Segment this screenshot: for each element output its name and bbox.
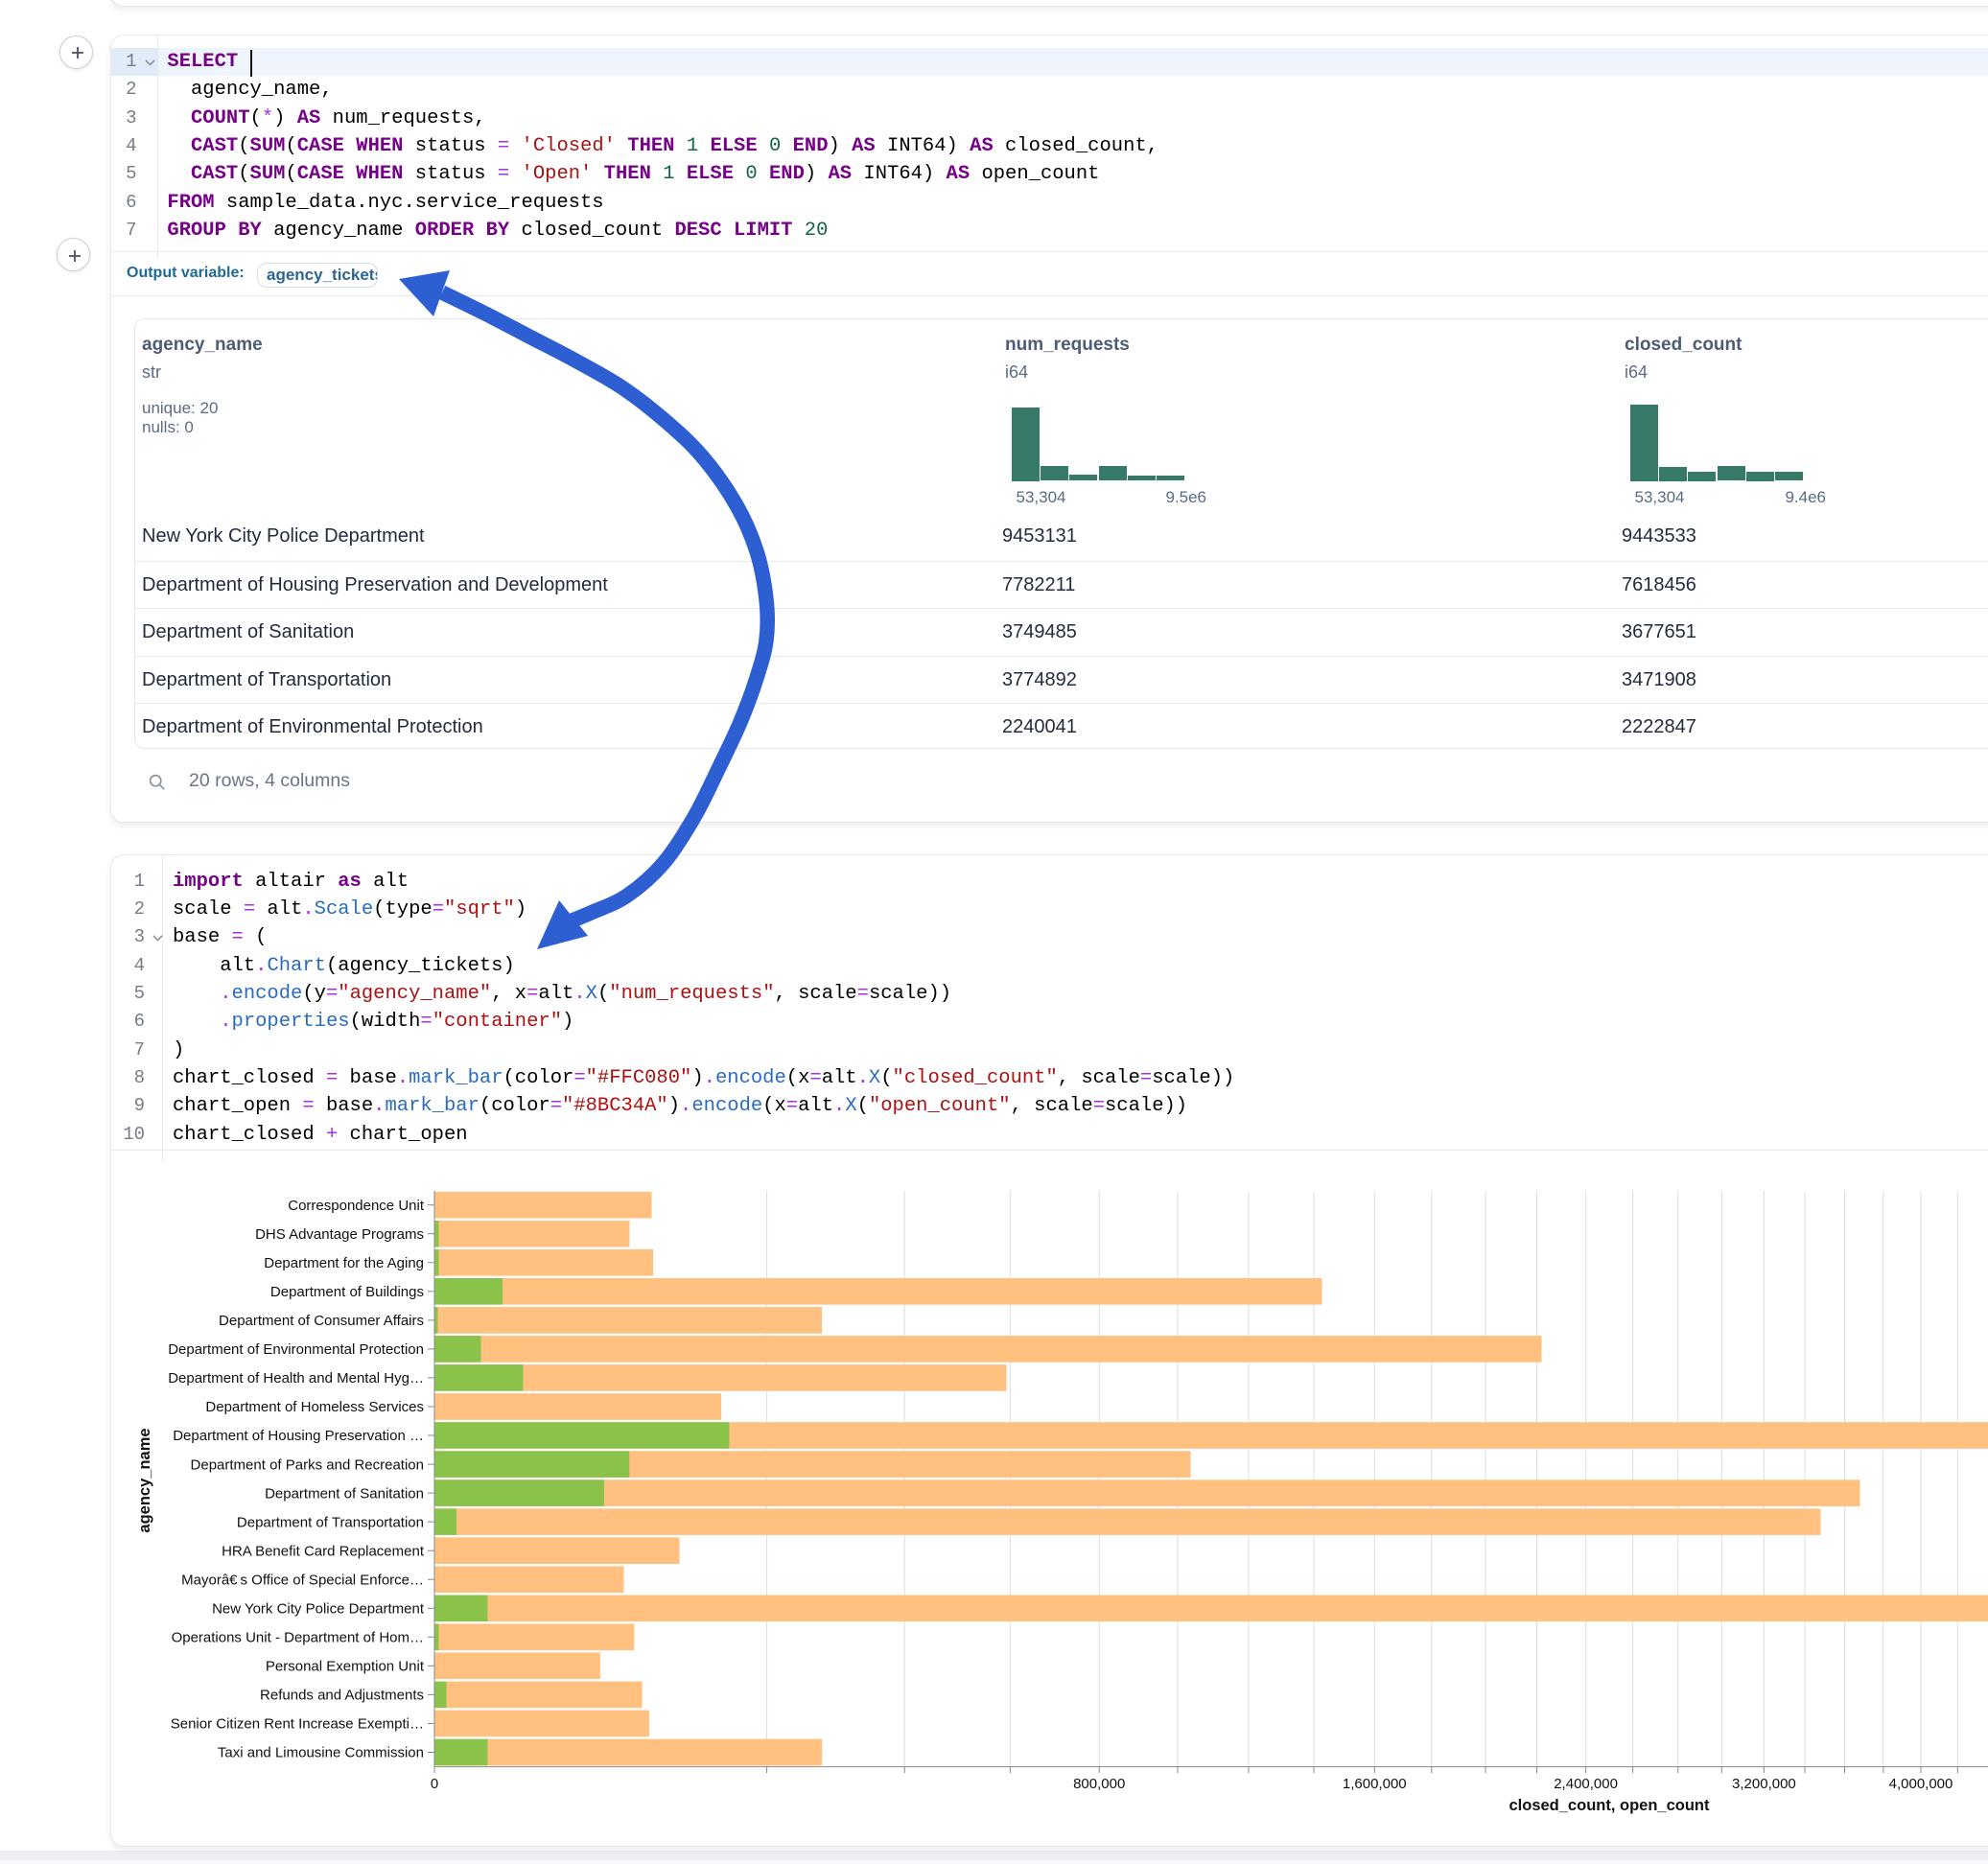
svg-text:Department of Consumer Affairs: Department of Consumer Affairs — [219, 1313, 424, 1329]
svg-text:Department of Homeless Service: Department of Homeless Services — [205, 1399, 424, 1415]
svg-text:3,200,000: 3,200,000 — [1732, 1776, 1796, 1792]
svg-text:Operations Unit - Department o: Operations Unit - Department of Hom… — [172, 1630, 424, 1646]
svg-text:Department of Sanitation: Department of Sanitation — [265, 1485, 424, 1502]
svg-text:0: 0 — [431, 1776, 438, 1792]
svg-text:Department of Housing Preserva: Department of Housing Preservation … — [173, 1428, 424, 1444]
svg-text:Department of Health and Menta: Department of Health and Mental Hyg… — [168, 1370, 424, 1386]
svg-text:Department for the Aging: Department for the Aging — [264, 1255, 424, 1271]
svg-text:800,000: 800,000 — [1073, 1776, 1125, 1792]
svg-text:Department of Buildings: Department of Buildings — [270, 1284, 424, 1300]
svg-text:Refunds and Adjustments: Refunds and Adjustments — [260, 1688, 424, 1704]
svg-text:2,400,000: 2,400,000 — [1554, 1776, 1618, 1792]
svg-text:4,000,000: 4,000,000 — [1889, 1776, 1953, 1792]
svg-text:1,600,000: 1,600,000 — [1343, 1776, 1407, 1792]
svg-text:Correspondence Unit: Correspondence Unit — [288, 1198, 425, 1214]
svg-text:HRA Benefit Card Replacement: HRA Benefit Card Replacement — [222, 1543, 425, 1559]
svg-text:Personal Exemption Unit: Personal Exemption Unit — [266, 1659, 425, 1675]
svg-text:Senior Citizen Rent Increase E: Senior Citizen Rent Increase Exempti… — [171, 1716, 424, 1733]
svg-text:DHS Advantage Programs: DHS Advantage Programs — [255, 1226, 424, 1243]
svg-text:Mayorâ€ s Office of Special En: Mayorâ€ s Office of Special Enforce… — [181, 1572, 424, 1588]
svg-text:Department of Transportation: Department of Transportation — [237, 1514, 424, 1530]
svg-text:Department of Environmental Pr: Department of Environmental Protection — [168, 1341, 424, 1358]
svg-text:Department of Parks and Recrea: Department of Parks and Recreation — [191, 1456, 424, 1473]
svg-text:New York City Police Departmen: New York City Police Department — [212, 1601, 425, 1618]
svg-text:Taxi and Limousine Commission: Taxi and Limousine Commission — [218, 1745, 424, 1761]
svg-text:closed_count, open_count: closed_count, open_count — [1509, 1797, 1710, 1814]
svg-text:agency_name: agency_name — [136, 1428, 153, 1532]
